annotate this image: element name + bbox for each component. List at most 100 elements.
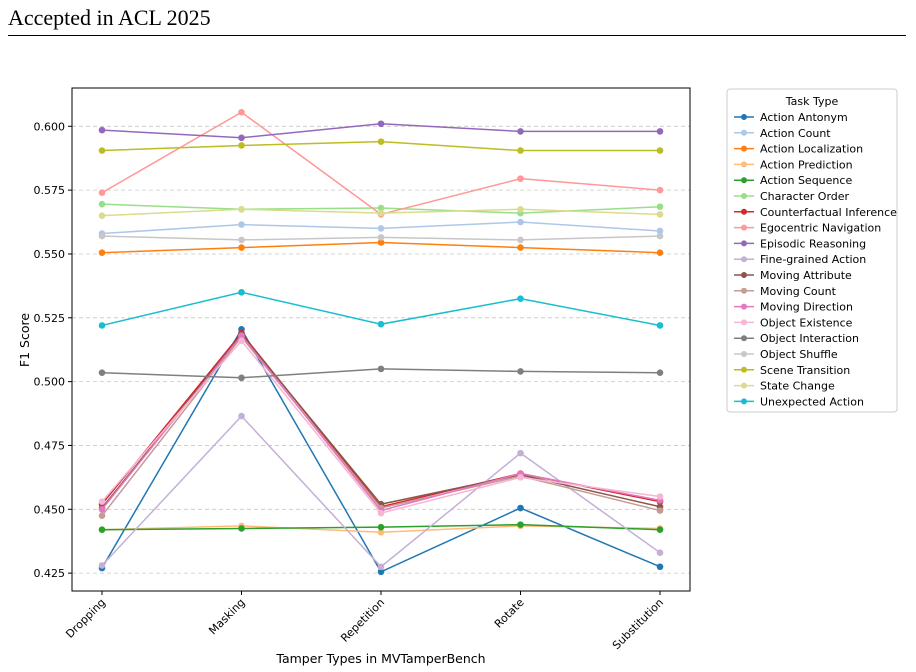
x-tick-label: Rotate (492, 596, 527, 631)
legend-label: Action Antonym (760, 111, 848, 124)
data-point (238, 332, 245, 339)
data-point (238, 205, 245, 213)
legend-label: Object Shuffle (760, 348, 838, 361)
legend: Task Type Action Antonym Action Count Acti… (726, 88, 898, 413)
legend-item: Action Count (734, 127, 831, 140)
data-point (377, 568, 385, 576)
legend-swatch-marker (741, 145, 747, 152)
data-point (656, 322, 664, 329)
x-tick-label: Dropping (63, 596, 108, 641)
data-point (98, 369, 106, 376)
data-point (238, 374, 245, 382)
legend-item: Moving Direction (734, 301, 853, 314)
legend-item: Object Existence (734, 316, 853, 329)
data-point (238, 244, 245, 251)
legend-item: Counterfactual Inference (734, 206, 897, 219)
series-action-sequence (98, 521, 664, 534)
legend-swatch-marker (741, 287, 747, 294)
data-point (517, 504, 524, 512)
legend-label: Action Count (760, 127, 831, 140)
legend-swatch-marker (741, 240, 747, 247)
data-point (238, 525, 245, 532)
legend-item: Unexpected Action (734, 395, 864, 408)
data-point (656, 203, 664, 211)
y-tick-label: 0.450 (34, 503, 66, 516)
data-point (517, 244, 524, 251)
data-point (98, 498, 106, 505)
series-object-interaction (98, 365, 664, 382)
series-object-shuffle (98, 232, 664, 244)
data-point (517, 128, 524, 135)
data-point (238, 134, 245, 142)
legend-swatch-marker (741, 177, 747, 184)
legend-item: Character Order (734, 190, 850, 203)
legend-label: Moving Direction (760, 301, 853, 314)
legend-item: Moving Count (734, 285, 837, 298)
legend-swatch-marker (741, 335, 747, 342)
legend-label: Object Existence (760, 316, 853, 329)
x-axis-title: Tamper Types in MVTamperBench (275, 651, 485, 666)
data-point (377, 509, 385, 517)
legend-label: Moving Attribute (760, 269, 852, 282)
data-point (517, 147, 524, 154)
data-point (656, 147, 664, 154)
legend-label: Character Order (760, 190, 850, 203)
data-point (377, 528, 385, 536)
series-fine-grained-action (98, 412, 664, 571)
data-point (517, 236, 524, 244)
data-point (656, 549, 664, 557)
legend-label: Moving Count (760, 285, 837, 298)
data-point (656, 369, 664, 376)
data-point (98, 189, 106, 196)
legend-label: Scene Transition (760, 364, 850, 377)
data-point (377, 209, 385, 217)
legend-label: Unexpected Action (760, 395, 864, 408)
data-point (517, 295, 524, 302)
y-tick-label: 0.525 (34, 312, 66, 325)
data-point (517, 449, 524, 457)
x-tick-label: Substitution (610, 596, 666, 652)
data-point (238, 108, 245, 116)
legend-label: Action Prediction (760, 158, 853, 171)
legend-label: Counterfactual Inference (760, 206, 897, 219)
legend-item: Scene Transition (734, 364, 850, 377)
data-point (377, 138, 385, 145)
y-tick-label: 0.550 (34, 248, 66, 261)
legend-swatch-marker (741, 303, 747, 310)
data-point (517, 175, 524, 182)
series-scene-transition (98, 138, 664, 154)
legend-title: Task Type (785, 95, 839, 108)
data-point (377, 523, 385, 531)
legend-swatch-marker (741, 193, 747, 199)
legend-item: Object Shuffle (734, 348, 838, 361)
legend-item: Action Antonym (734, 111, 848, 124)
legend-label: Episodic Reasoning (760, 237, 866, 250)
legend-swatch-marker (741, 114, 747, 120)
data-point (377, 239, 385, 246)
data-point (98, 147, 106, 154)
legend-item: Action Localization (734, 143, 863, 156)
data-point (238, 412, 245, 420)
data-point (98, 249, 106, 256)
data-point (656, 249, 664, 256)
data-point (656, 232, 664, 240)
legend-box (726, 88, 898, 413)
y-axis: 0.425 0.450 0.475 0.500 0.525 0.550 0.575 0.600 (34, 120, 72, 580)
data-point (98, 126, 106, 134)
data-point (377, 563, 385, 571)
data-point (656, 507, 664, 514)
data-point (656, 227, 664, 235)
x-tick-label: Repetition (338, 596, 387, 645)
y-axis-title: F1 Score (17, 313, 32, 367)
legend-item: Fine-grained Action (734, 253, 866, 266)
legend-swatch-marker (741, 224, 747, 231)
data-point (98, 562, 106, 569)
data-point (656, 128, 664, 135)
legend-label: Egocentric Navigation (760, 222, 881, 235)
legend-item: Action Prediction (734, 158, 853, 171)
data-point (377, 234, 385, 241)
legend-item: Moving Attribute (734, 269, 852, 282)
x-tick-label: Masking (206, 596, 247, 637)
data-point (98, 232, 106, 240)
